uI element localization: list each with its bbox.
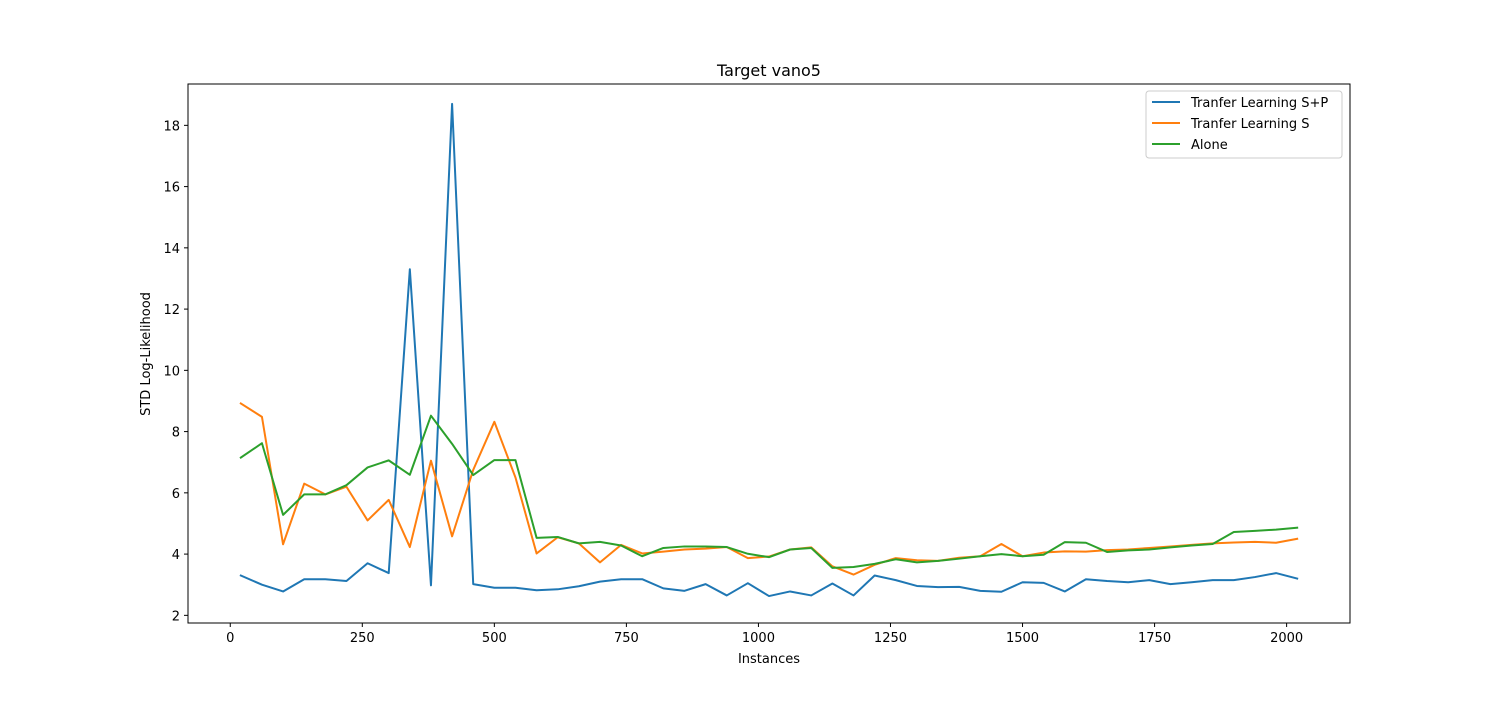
x-axis-ticks: 0 250 500 750 1000 1250 1500 1750 2000 (226, 623, 1303, 646)
series-lines (239, 102, 1299, 598)
y-tick-label: 12 (163, 303, 180, 318)
y-axis-ticks: 2 4 6 8 10 12 14 16 18 (163, 119, 188, 624)
y-tick-label: 6 (172, 487, 180, 502)
series-line-1 (239, 102, 1299, 598)
legend: Tranfer Learning S+P Tranfer Learning S Al… (1145, 90, 1343, 159)
legend-box (1145, 90, 1343, 159)
y-axis-label: STD Log-Likelihood (139, 292, 154, 416)
y-tick-label: 14 (163, 242, 180, 257)
y-tick-label: 2 (172, 609, 180, 624)
legend-label-2: Tranfer Learning S (1190, 117, 1309, 132)
y-tick-label: 8 (172, 426, 180, 441)
x-axis-label: Instances (738, 652, 800, 667)
plot-frame (187, 83, 1351, 624)
x-tick-label: 2000 (1270, 631, 1303, 646)
x-tick-label: 1500 (1006, 631, 1039, 646)
x-tick-label: 750 (614, 631, 639, 646)
y-tick-label: 4 (172, 548, 180, 563)
x-tick-label: 1000 (742, 631, 775, 646)
x-tick-label: 250 (350, 631, 375, 646)
chart-title: Target vano5 (716, 61, 821, 80)
x-tick-label: 0 (226, 631, 234, 646)
x-tick-label: 500 (482, 631, 507, 646)
y-tick-label: 18 (163, 119, 180, 134)
y-tick-label: 16 (163, 181, 180, 196)
series-line-3 (239, 414, 1299, 569)
legend-label-3: Alone (1191, 138, 1228, 153)
y-tick-label: 10 (163, 364, 180, 379)
x-tick-label: 1250 (874, 631, 907, 646)
legend-label-1: Tranfer Learning S+P (1190, 96, 1328, 111)
x-tick-label: 1750 (1138, 631, 1171, 646)
